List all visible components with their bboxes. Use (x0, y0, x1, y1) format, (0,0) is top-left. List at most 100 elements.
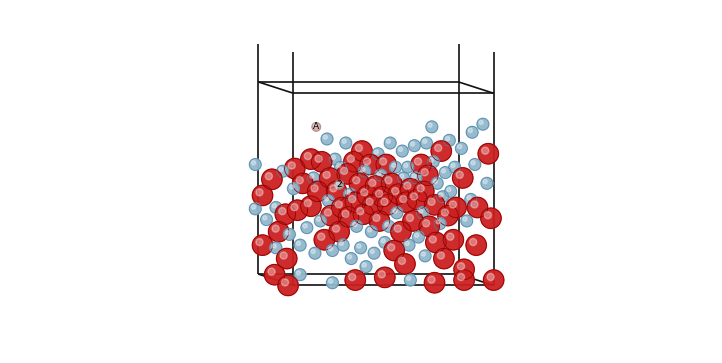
Circle shape (304, 200, 311, 207)
Circle shape (272, 225, 279, 232)
Circle shape (365, 176, 386, 196)
Circle shape (324, 197, 329, 201)
Circle shape (335, 180, 344, 189)
Circle shape (277, 165, 289, 177)
Circle shape (434, 218, 445, 229)
Circle shape (288, 162, 295, 169)
Circle shape (366, 198, 373, 205)
Circle shape (454, 270, 474, 290)
Circle shape (469, 238, 477, 246)
Circle shape (352, 177, 360, 184)
Circle shape (391, 187, 399, 195)
Circle shape (399, 257, 406, 265)
Circle shape (404, 163, 408, 167)
Circle shape (394, 225, 401, 232)
Circle shape (403, 211, 423, 231)
Circle shape (261, 214, 272, 225)
Circle shape (304, 152, 311, 160)
Circle shape (359, 165, 370, 177)
Circle shape (385, 223, 389, 227)
Circle shape (467, 196, 471, 200)
Circle shape (417, 165, 438, 185)
Circle shape (367, 228, 372, 232)
Circle shape (311, 152, 332, 172)
Circle shape (477, 118, 489, 130)
Circle shape (469, 159, 481, 170)
Circle shape (414, 181, 434, 201)
Circle shape (278, 275, 298, 295)
Circle shape (465, 193, 477, 205)
Circle shape (393, 209, 397, 213)
Circle shape (337, 239, 349, 251)
Circle shape (481, 178, 493, 189)
Circle shape (400, 196, 406, 203)
Circle shape (384, 137, 396, 149)
Circle shape (441, 209, 448, 216)
Circle shape (268, 268, 275, 275)
Circle shape (449, 201, 456, 208)
Circle shape (342, 139, 346, 143)
Circle shape (292, 173, 313, 193)
Circle shape (249, 203, 261, 215)
Circle shape (369, 179, 376, 187)
Circle shape (361, 189, 367, 196)
Circle shape (261, 169, 282, 189)
Circle shape (431, 141, 451, 161)
Circle shape (342, 210, 349, 217)
Circle shape (296, 177, 303, 184)
Circle shape (451, 163, 455, 167)
Circle shape (362, 195, 383, 215)
Circle shape (252, 235, 273, 255)
Circle shape (353, 223, 357, 227)
Circle shape (374, 150, 378, 154)
Circle shape (347, 155, 355, 162)
Circle shape (441, 169, 445, 173)
Circle shape (430, 158, 433, 162)
Circle shape (275, 204, 295, 224)
Circle shape (396, 145, 408, 157)
Circle shape (375, 169, 387, 181)
Circle shape (401, 161, 414, 173)
Circle shape (256, 189, 263, 196)
Circle shape (296, 271, 300, 275)
Circle shape (349, 196, 356, 203)
Circle shape (368, 247, 380, 259)
Circle shape (414, 233, 419, 237)
Circle shape (377, 171, 381, 176)
Circle shape (372, 187, 392, 207)
Circle shape (329, 153, 341, 165)
Circle shape (251, 161, 256, 165)
Circle shape (428, 123, 432, 127)
Circle shape (287, 200, 308, 220)
Circle shape (478, 143, 498, 164)
Circle shape (379, 237, 391, 248)
Circle shape (277, 248, 297, 269)
Circle shape (329, 221, 349, 242)
Circle shape (264, 265, 284, 285)
Circle shape (380, 158, 387, 165)
Circle shape (399, 147, 403, 151)
Circle shape (425, 273, 445, 293)
Circle shape (381, 173, 401, 193)
Circle shape (391, 221, 411, 242)
Circle shape (357, 185, 378, 205)
Circle shape (279, 167, 283, 171)
Circle shape (296, 241, 300, 245)
Circle shape (438, 252, 445, 259)
Circle shape (445, 185, 456, 197)
Circle shape (471, 201, 478, 208)
Circle shape (370, 249, 374, 253)
Circle shape (355, 144, 362, 152)
Circle shape (443, 134, 456, 146)
Circle shape (443, 229, 464, 250)
Circle shape (433, 179, 438, 184)
Circle shape (411, 154, 431, 175)
Circle shape (344, 188, 356, 200)
Circle shape (300, 196, 321, 216)
Circle shape (295, 239, 306, 251)
Circle shape (339, 241, 344, 245)
Circle shape (400, 174, 404, 178)
Circle shape (406, 276, 411, 280)
Circle shape (411, 142, 414, 146)
Circle shape (454, 259, 474, 280)
